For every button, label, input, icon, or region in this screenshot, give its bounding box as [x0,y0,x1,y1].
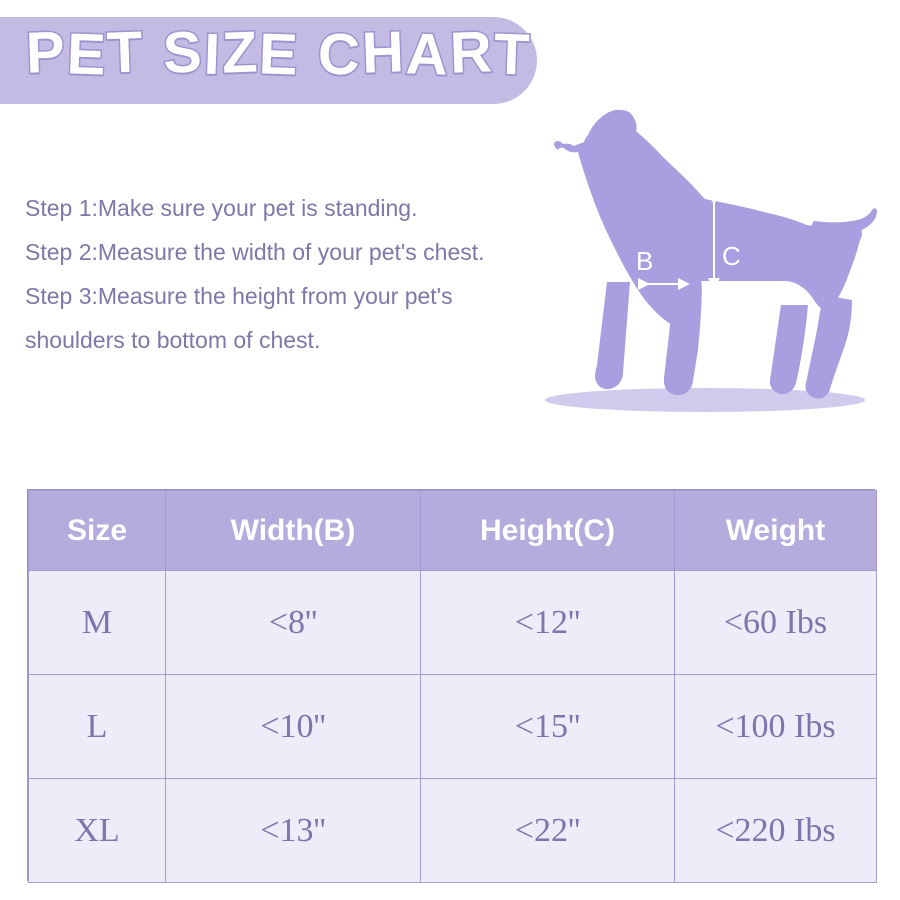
svg-text:C: C [722,241,741,271]
svg-text:B: B [636,246,653,276]
